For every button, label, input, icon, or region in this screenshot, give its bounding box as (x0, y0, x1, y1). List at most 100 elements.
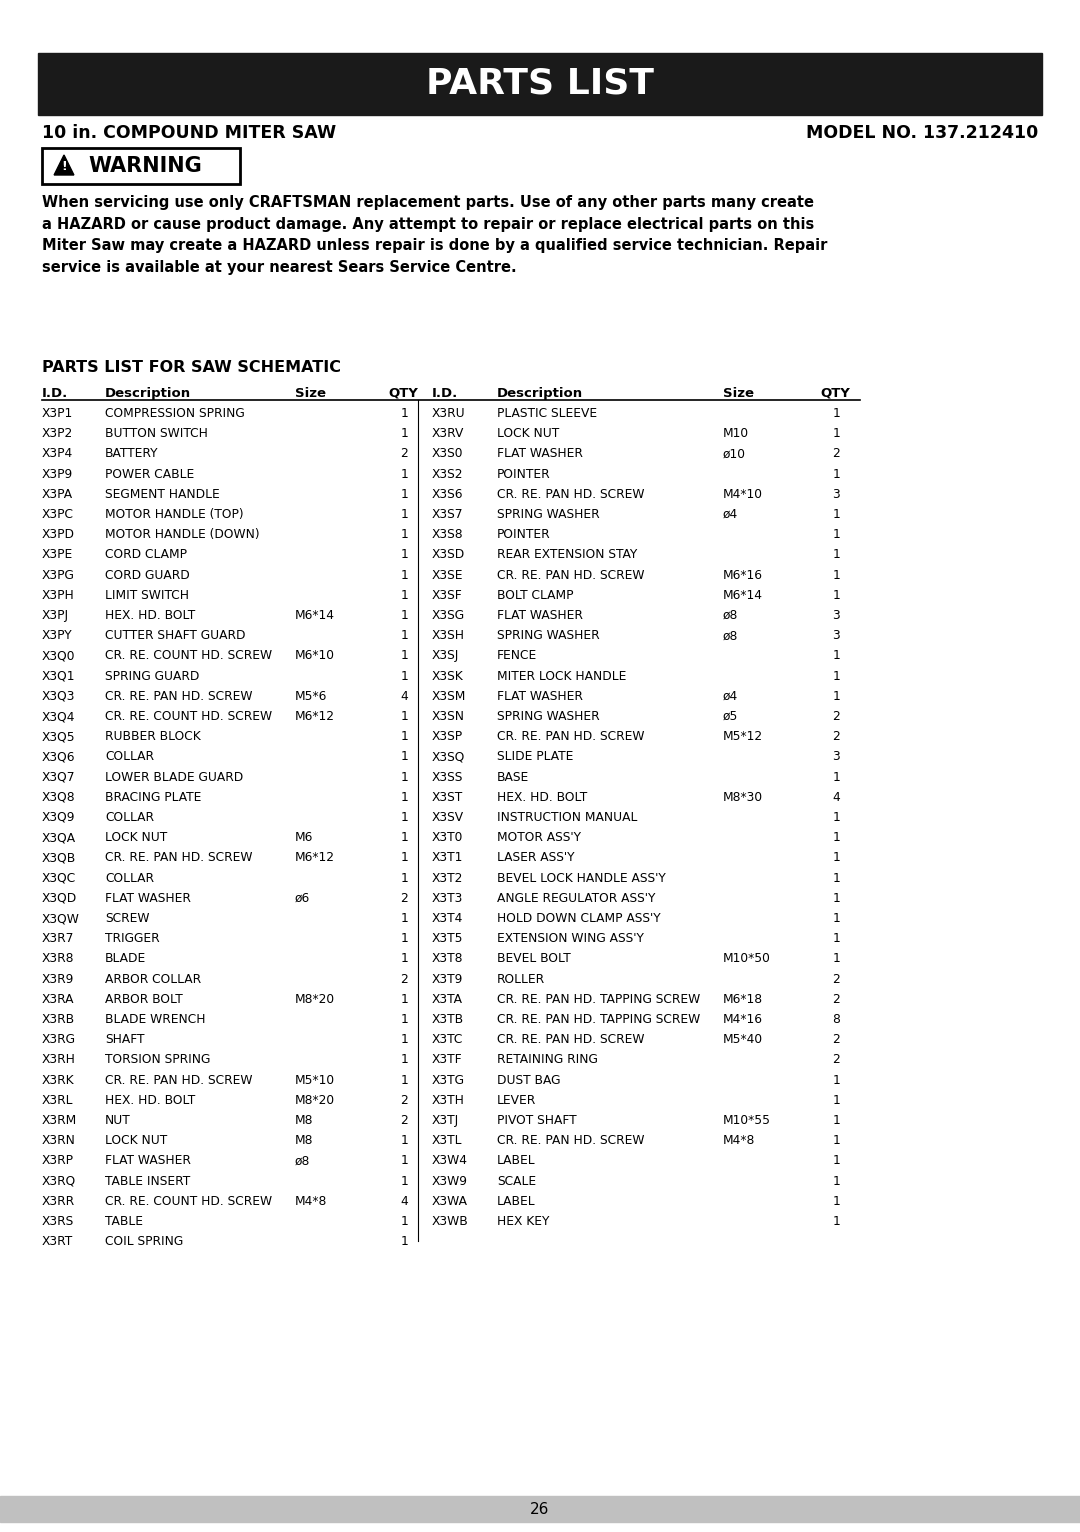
Text: BASE: BASE (497, 771, 529, 783)
Text: 1: 1 (833, 529, 840, 541)
Text: ø4: ø4 (723, 689, 739, 703)
Text: M6*14: M6*14 (723, 588, 762, 602)
Text: 1: 1 (833, 1155, 840, 1167)
Text: X3T4: X3T4 (432, 912, 463, 925)
Text: HEX. HD. BOLT: HEX. HD. BOLT (105, 610, 195, 622)
Text: 1: 1 (401, 832, 408, 844)
Text: 3: 3 (833, 751, 840, 763)
Text: 1: 1 (401, 1054, 408, 1066)
Text: X3TC: X3TC (432, 1033, 463, 1046)
Text: X3SD: X3SD (432, 548, 465, 561)
Text: SPRING GUARD: SPRING GUARD (105, 669, 200, 683)
Bar (0, 1497, 1080, 1521)
Text: X3RM: X3RM (42, 1114, 78, 1128)
Text: 1: 1 (833, 568, 840, 582)
Text: ø8: ø8 (723, 610, 739, 622)
Text: X3ST: X3ST (432, 791, 463, 804)
Text: 1: 1 (833, 1215, 840, 1229)
Text: Size: Size (295, 388, 326, 400)
Text: 2: 2 (833, 973, 840, 985)
Text: 2: 2 (401, 892, 408, 905)
Text: SCALE: SCALE (497, 1175, 536, 1187)
Text: X3PJ: X3PJ (42, 610, 69, 622)
Text: M5*40: M5*40 (723, 1033, 764, 1046)
Text: M4*8: M4*8 (723, 1134, 755, 1147)
Text: X3PE: X3PE (42, 548, 73, 561)
Text: 2: 2 (833, 1054, 840, 1066)
Text: X3TL: X3TL (432, 1134, 462, 1147)
Text: M10*50: M10*50 (723, 953, 771, 965)
Text: X3Q5: X3Q5 (42, 731, 76, 743)
Text: 1: 1 (401, 731, 408, 743)
Text: 2: 2 (833, 709, 840, 723)
Text: X3W9: X3W9 (432, 1175, 468, 1187)
Text: X3TF: X3TF (432, 1054, 462, 1066)
Text: M8*20: M8*20 (295, 993, 335, 1007)
Text: X3RG: X3RG (42, 1033, 76, 1046)
Text: 1: 1 (401, 791, 408, 804)
Text: X3Q9: X3Q9 (42, 810, 76, 824)
Text: X3RT: X3RT (42, 1235, 73, 1249)
Text: COMPRESSION SPRING: COMPRESSION SPRING (105, 408, 245, 420)
Text: 1: 1 (833, 1114, 840, 1128)
Text: X3SV: X3SV (432, 810, 464, 824)
Text: X3TG: X3TG (432, 1074, 465, 1086)
Text: M8: M8 (295, 1134, 313, 1147)
Text: Description: Description (105, 388, 191, 400)
Text: HOLD DOWN CLAMP ASS'Y: HOLD DOWN CLAMP ASS'Y (497, 912, 661, 925)
Text: X3TA: X3TA (432, 993, 463, 1007)
Text: 1: 1 (401, 751, 408, 763)
Text: COIL SPRING: COIL SPRING (105, 1235, 184, 1249)
Text: CR. RE. PAN HD. TAPPING SCREW: CR. RE. PAN HD. TAPPING SCREW (497, 993, 700, 1007)
Text: 26: 26 (530, 1501, 550, 1517)
Text: X3T8: X3T8 (432, 953, 463, 965)
Text: NUT: NUT (105, 1114, 131, 1128)
Text: X3SG: X3SG (432, 610, 465, 622)
Text: 4: 4 (401, 1195, 408, 1207)
Text: 1: 1 (401, 1013, 408, 1026)
Text: ø8: ø8 (723, 630, 739, 642)
Text: MOTOR HANDLE (TOP): MOTOR HANDLE (TOP) (105, 509, 244, 521)
Text: LOWER BLADE GUARD: LOWER BLADE GUARD (105, 771, 243, 783)
Text: X3PC: X3PC (42, 509, 75, 521)
Text: CORD CLAMP: CORD CLAMP (105, 548, 187, 561)
Text: 1: 1 (401, 953, 408, 965)
Text: X3S2: X3S2 (432, 467, 463, 481)
Text: TABLE INSERT: TABLE INSERT (105, 1175, 190, 1187)
Text: LABEL: LABEL (497, 1195, 536, 1207)
Text: X3QW: X3QW (42, 912, 80, 925)
Text: X3RV: X3RV (432, 427, 464, 440)
Text: 1: 1 (401, 810, 408, 824)
Text: X3T3: X3T3 (432, 892, 463, 905)
Text: FLAT WASHER: FLAT WASHER (105, 892, 191, 905)
Text: ARBOR BOLT: ARBOR BOLT (105, 993, 183, 1007)
Text: 1: 1 (833, 832, 840, 844)
Text: 3: 3 (833, 487, 840, 501)
Text: X3TJ: X3TJ (432, 1114, 459, 1128)
Text: X3Q6: X3Q6 (42, 751, 76, 763)
Text: X3WB: X3WB (432, 1215, 469, 1229)
Text: 2: 2 (833, 1033, 840, 1046)
Text: FENCE: FENCE (497, 650, 537, 662)
Text: M5*6: M5*6 (295, 689, 327, 703)
Text: LABEL: LABEL (497, 1155, 536, 1167)
Text: 2: 2 (401, 973, 408, 985)
Text: COLLAR: COLLAR (105, 872, 154, 884)
Text: I.D.: I.D. (42, 388, 68, 400)
Text: CR. RE. COUNT HD. SCREW: CR. RE. COUNT HD. SCREW (105, 709, 272, 723)
Text: X3PD: X3PD (42, 529, 75, 541)
Text: X3RP: X3RP (42, 1155, 75, 1167)
Text: M4*8: M4*8 (295, 1195, 327, 1207)
Text: X3RU: X3RU (432, 408, 465, 420)
Text: ø6: ø6 (295, 892, 310, 905)
Text: CORD GUARD: CORD GUARD (105, 568, 190, 582)
Text: X3R7: X3R7 (42, 931, 75, 945)
Text: X3S7: X3S7 (432, 509, 463, 521)
Text: 1: 1 (833, 1074, 840, 1086)
Text: 1: 1 (401, 1235, 408, 1249)
Text: 1: 1 (833, 588, 840, 602)
Text: 3: 3 (833, 630, 840, 642)
Text: X3SH: X3SH (432, 630, 465, 642)
Text: SCREW: SCREW (105, 912, 149, 925)
Text: X3RS: X3RS (42, 1215, 75, 1229)
